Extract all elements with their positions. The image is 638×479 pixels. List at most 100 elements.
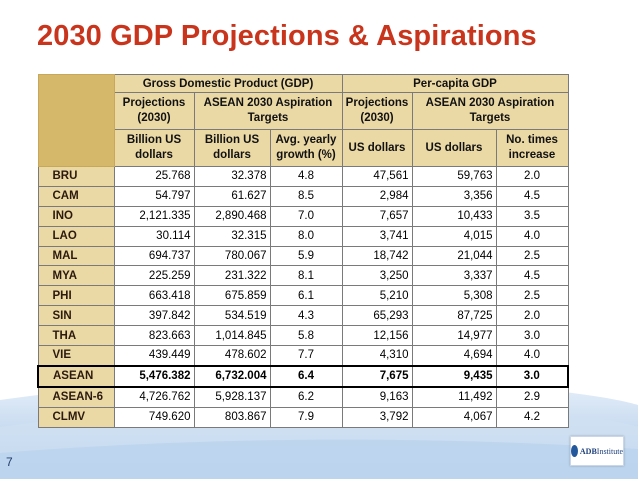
gdp-targets-header: ASEAN 2030 Aspiration Targets (193, 92, 343, 130)
row-label: ASEAN-6 (37, 386, 115, 408)
table-cell: 3.0 (495, 364, 569, 388)
table-cell: 61.627 (193, 185, 271, 207)
table-cell: 30.114 (113, 225, 195, 247)
row-label: THA (37, 325, 115, 347)
table-cell: 694.737 (113, 245, 195, 267)
table-row: LAO 30.114 32.315 8.0 3,741 4,015 4.0 (37, 225, 569, 247)
unit-header: US dollars (411, 129, 497, 167)
table-cell: 2,984 (341, 185, 413, 207)
table-cell: 2.5 (495, 245, 569, 267)
adbi-logo-text: ADBInstitute (579, 446, 623, 456)
row-label: CLMV (37, 406, 115, 428)
unit-header: US dollars (341, 129, 413, 167)
table-row: BRU 25.768 32.378 4.8 47,561 59,763 2.0 (37, 166, 569, 187)
table-cell: 4.3 (269, 305, 343, 327)
table-cell: 2.0 (495, 166, 569, 187)
table-cell: 749.620 (113, 406, 195, 428)
table-cell: 439.449 (113, 345, 195, 367)
table-cell: 5,928.137 (193, 386, 271, 408)
table-cell: 4.5 (495, 185, 569, 207)
table-cell: 397.842 (113, 305, 195, 327)
unit-header: Avg. yearly growth (%) (269, 129, 343, 167)
stub-corner-cell (37, 74, 115, 167)
subheader-row: Projections (2030) ASEAN 2030 Aspiration… (38, 92, 569, 130)
table-cell: 8.5 (269, 185, 343, 207)
table-cell: 803.867 (193, 406, 271, 428)
table-cell: 4,694 (411, 345, 497, 367)
table-cell: 3,741 (341, 225, 413, 247)
table-cell: 6,732.004 (193, 364, 271, 388)
table-cell: 47,561 (341, 166, 413, 187)
table-cell: 9,163 (341, 386, 413, 408)
table-cell: 7,657 (341, 205, 413, 227)
table-cell: 32.315 (193, 225, 271, 247)
gdp-group-header: Gross Domestic Product (GDP) (113, 74, 343, 93)
table-cell: 65,293 (341, 305, 413, 327)
table-cell: 3.5 (495, 205, 569, 227)
table-cell: 4.5 (495, 265, 569, 287)
table-cell: 3.0 (495, 325, 569, 347)
table-cell: 4,067 (411, 406, 497, 428)
table-row: PHI 663.418 675.859 6.1 5,210 5,308 2.5 (37, 285, 569, 307)
table-row: MAL 694.737 780.067 5.9 18,742 21,044 2.5 (37, 245, 569, 267)
table-cell: 4,310 (341, 345, 413, 367)
table-cell: 7.7 (269, 345, 343, 367)
per-capita-targets-header: ASEAN 2030 Aspiration Targets (411, 92, 569, 130)
table-cell: 7.9 (269, 406, 343, 428)
table-cell: 4.0 (495, 345, 569, 367)
table-row: VIE 439.449 478.602 7.7 4,310 4,694 4.0 (37, 345, 569, 367)
row-label: ASEAN (37, 364, 115, 388)
table-cell: 4.2 (495, 406, 569, 428)
table-cell: 3,792 (341, 406, 413, 428)
table-cell: 5.9 (269, 245, 343, 267)
table-cell: 5,308 (411, 285, 497, 307)
adbi-logo-mark-icon (571, 445, 578, 457)
unit-header: No. times increase (495, 129, 569, 167)
table-cell: 25.768 (113, 166, 195, 187)
table-cell: 11,492 (411, 386, 497, 408)
table-cell: 823.663 (113, 325, 195, 347)
table-cell: 2.0 (495, 305, 569, 327)
row-label: SIN (37, 305, 115, 327)
table-cell: 231.322 (193, 265, 271, 287)
table-cell: 2,890.468 (193, 205, 271, 227)
row-label: CAM (37, 185, 115, 207)
table-cell: 18,742 (341, 245, 413, 267)
table-cell: 3,337 (411, 265, 497, 287)
adbi-logo: ADBInstitute (570, 436, 624, 466)
table-cell: 8.0 (269, 225, 343, 247)
table-cell: 2,121.335 (113, 205, 195, 227)
table-cell: 8.1 (269, 265, 343, 287)
table-cell: 21,044 (411, 245, 497, 267)
table-cell: 4.0 (495, 225, 569, 247)
table-cell: 3,250 (341, 265, 413, 287)
table-row: INO 2,121.335 2,890.468 7.0 7,657 10,433 3.5 (37, 205, 569, 227)
table-cell: 1,014.845 (193, 325, 271, 347)
table-cell: 225.259 (113, 265, 195, 287)
table-row: CLMV 749.620 803.867 7.9 3,792 4,067 4.2 (37, 406, 569, 428)
table-cell: 6.2 (269, 386, 343, 408)
table-cell: 4,015 (411, 225, 497, 247)
gdp-projections-header: Projections (2030) (113, 92, 195, 130)
per-capita-group-header: Per-capita GDP (341, 74, 569, 93)
per-capita-projections-header: Projections (2030) (341, 92, 413, 130)
gdp-projection-table: Gross Domestic Product (GDP) Per-capita … (37, 74, 569, 428)
row-label: MAL (37, 245, 115, 267)
table-cell: 675.859 (193, 285, 271, 307)
table-cell: 663.418 (113, 285, 195, 307)
table-cell: 4,726.762 (113, 386, 195, 408)
table-row: SIN 397.842 534.519 4.3 65,293 87,725 2.0 (37, 305, 569, 327)
table-cell: 54.797 (113, 185, 195, 207)
table-cell: 2.9 (495, 386, 569, 408)
table-cell: 5,210 (341, 285, 413, 307)
table-row: ASEAN-6 4,726.762 5,928.137 6.2 9,163 11,492 2… (37, 386, 569, 408)
table-cell: 9,435 (411, 364, 497, 388)
row-label: BRU (37, 166, 115, 187)
table-row: ASEAN 5,476.382 6,732.004 6.4 7,675 9,435 3.0 (37, 364, 569, 388)
row-label: PHI (37, 285, 115, 307)
table-cell: 780.067 (193, 245, 271, 267)
table-row: MYA 225.259 231.322 8.1 3,250 3,337 4.5 (37, 265, 569, 287)
table-cell: 5.8 (269, 325, 343, 347)
page-number: 7 (6, 455, 13, 469)
